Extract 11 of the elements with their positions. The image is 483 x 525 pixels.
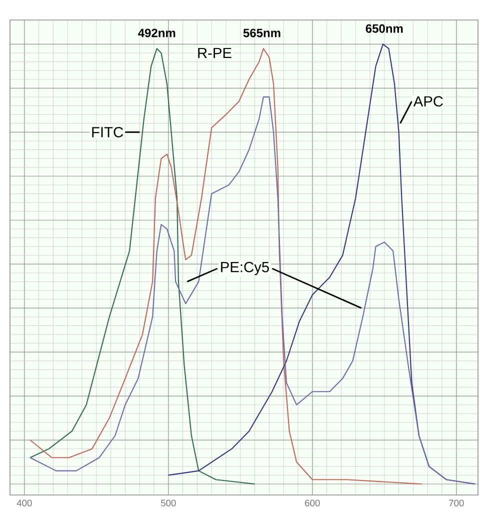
x-tick-label: 700 (449, 500, 464, 506)
x-tick-label: 500 (160, 500, 176, 506)
x-tick-label: 400 (16, 500, 32, 506)
series-label: APC (413, 96, 443, 107)
series-label: PE:Cy5 (221, 262, 269, 276)
series-label: FITC (92, 126, 124, 138)
annotation: 565nm (243, 28, 280, 38)
x-tick-label: 600 (305, 500, 320, 506)
annotation: 492nm (138, 28, 176, 38)
annotation: 650nm (366, 24, 403, 33)
series-label: R-PE (198, 48, 232, 58)
